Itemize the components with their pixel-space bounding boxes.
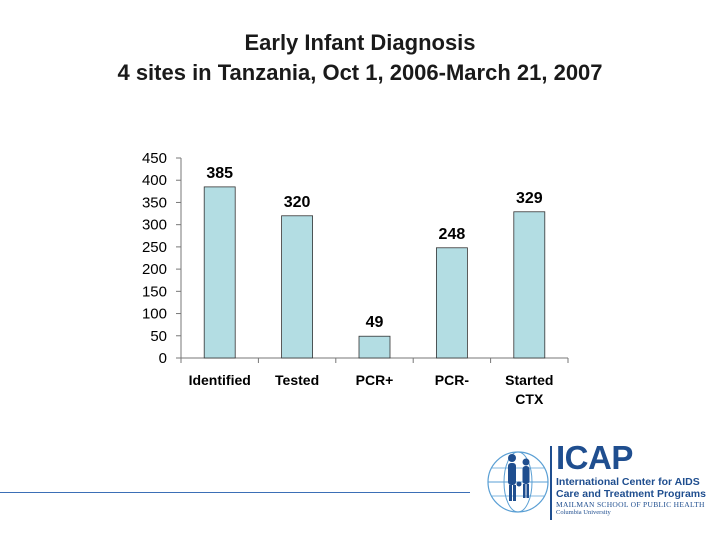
x-tick-label: Tested — [275, 372, 319, 388]
y-tick-label: 200 — [142, 261, 167, 278]
logo-name: ICAP — [556, 439, 633, 476]
y-tick-label: 250 — [142, 239, 167, 256]
data-label: 385 — [206, 165, 233, 182]
logo-line4: Columbia University — [556, 509, 611, 516]
y-tick-label: 450 — [142, 150, 167, 167]
bar-chart: 0 50 100 150 200 250 300 350 400 450 385 Identified… — [142, 150, 569, 407]
y-tick-label: 300 — [142, 217, 167, 234]
y-tick-label: 350 — [142, 194, 167, 211]
x-tick-label: CTX — [515, 391, 544, 407]
x-tick-label: PCR+ — [356, 372, 394, 388]
bar — [281, 215, 314, 359]
logo-line3: MAILMAN SCHOOL OF PUBLIC HEALTH — [556, 500, 705, 509]
data-label: 49 — [366, 314, 384, 331]
chart-title-line2: 4 sites in Tanzania, Oct 1, 2006-March 2… — [117, 60, 603, 85]
logo-line2: Care and Treatment Programs — [556, 488, 706, 500]
icap-logo: ICAP International Center for AIDS Care … — [484, 440, 720, 524]
data-label: 320 — [284, 194, 311, 211]
footer-divider — [0, 492, 470, 493]
logo-line1: International Center for AIDS — [556, 476, 700, 488]
y-tick-label: 150 — [142, 283, 167, 300]
bar — [203, 186, 236, 359]
data-label: 248 — [439, 226, 466, 243]
y-tick-label: 50 — [150, 328, 167, 345]
chart-title-line1: Early Infant Diagnosis — [244, 30, 476, 55]
y-tick-label: 400 — [142, 172, 167, 189]
x-tick-label: Identified — [189, 372, 251, 388]
y-tick-label: 0 — [159, 350, 167, 367]
x-tick-label: Started — [505, 372, 553, 388]
y-tick-label: 100 — [142, 306, 167, 323]
icap-globe-icon — [487, 451, 549, 513]
x-tick-label: PCR- — [435, 372, 470, 388]
logo-divider — [550, 446, 552, 520]
bar — [513, 211, 546, 359]
bar — [435, 247, 468, 359]
bar — [358, 335, 391, 359]
data-label: 329 — [516, 190, 543, 207]
